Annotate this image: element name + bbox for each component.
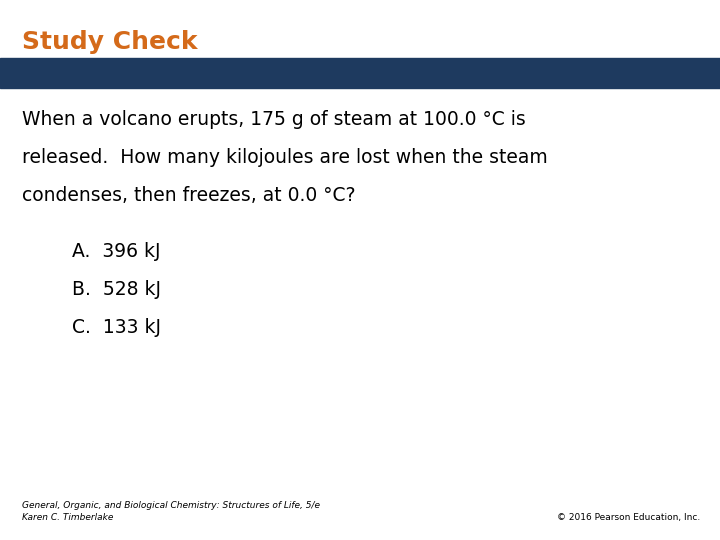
Text: B.  528 kJ: B. 528 kJ	[72, 280, 161, 299]
Bar	[0, 58, 720, 88]
Text: When a volcano erupts, 175 g of steam at 100.0 °C is: When a volcano erupts, 175 g of steam at…	[22, 110, 526, 129]
Text: A.  396 kJ: A. 396 kJ	[72, 242, 161, 261]
Text: condenses, then freezes, at 0.0 °C?: condenses, then freezes, at 0.0 °C?	[22, 186, 356, 205]
Text: © 2016 Pearson Education, Inc.: © 2016 Pearson Education, Inc.	[557, 513, 700, 522]
Text: C.  133 kJ: C. 133 kJ	[72, 318, 161, 337]
Text: General, Organic, and Biological Chemistry: Structures of Life, 5/e
Karen C. Tim: General, Organic, and Biological Chemist…	[22, 501, 320, 522]
Text: released.  How many kilojoules are lost when the steam: released. How many kilojoules are lost w…	[22, 148, 548, 167]
Text: Study Check: Study Check	[22, 30, 197, 54]
